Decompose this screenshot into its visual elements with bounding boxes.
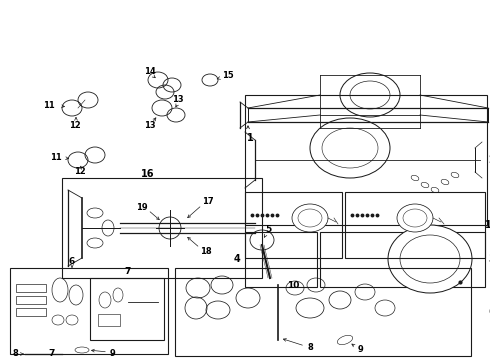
Text: 5: 5 — [265, 225, 271, 234]
Text: 16: 16 — [141, 169, 155, 179]
Bar — [10, 268, 168, 354]
Text: 6: 6 — [489, 307, 490, 317]
Bar — [245, 192, 342, 258]
Text: 9: 9 — [110, 350, 116, 359]
Text: 15: 15 — [222, 71, 234, 80]
Text: 11: 11 — [50, 153, 62, 162]
Text: 10: 10 — [287, 282, 299, 291]
Ellipse shape — [87, 208, 103, 218]
Text: 8: 8 — [307, 343, 313, 352]
Ellipse shape — [87, 238, 103, 248]
Text: 13: 13 — [172, 95, 184, 104]
Text: 7: 7 — [125, 267, 131, 276]
Bar — [16, 296, 46, 304]
Text: 18: 18 — [200, 248, 212, 256]
Ellipse shape — [102, 220, 114, 236]
Ellipse shape — [388, 225, 472, 293]
Text: 12: 12 — [74, 167, 86, 176]
Text: 1: 1 — [246, 133, 253, 143]
Text: 6: 6 — [69, 257, 75, 266]
Text: 8: 8 — [12, 350, 18, 359]
Ellipse shape — [310, 118, 390, 178]
Text: 13: 13 — [144, 122, 156, 130]
Ellipse shape — [292, 204, 328, 232]
Text: 12: 12 — [69, 121, 81, 130]
Text: 11: 11 — [43, 100, 55, 109]
Bar — [90, 278, 164, 340]
Bar — [98, 314, 120, 326]
Text: 3: 3 — [489, 254, 490, 264]
Ellipse shape — [159, 217, 181, 239]
Text: 9: 9 — [357, 346, 363, 355]
Text: 14: 14 — [144, 68, 156, 77]
Bar — [345, 192, 485, 258]
Bar — [245, 232, 317, 287]
Bar — [16, 308, 46, 316]
Ellipse shape — [397, 204, 433, 232]
Text: 7: 7 — [49, 350, 55, 359]
Bar — [175, 268, 471, 356]
Bar — [62, 178, 262, 278]
Bar — [245, 95, 487, 225]
Ellipse shape — [340, 73, 400, 117]
Text: 19: 19 — [136, 202, 148, 211]
Bar — [16, 284, 46, 292]
Text: 4: 4 — [233, 254, 240, 264]
Text: 2: 2 — [489, 155, 490, 165]
Bar — [320, 232, 485, 287]
Text: 10: 10 — [485, 220, 490, 230]
Text: 17: 17 — [202, 198, 214, 207]
